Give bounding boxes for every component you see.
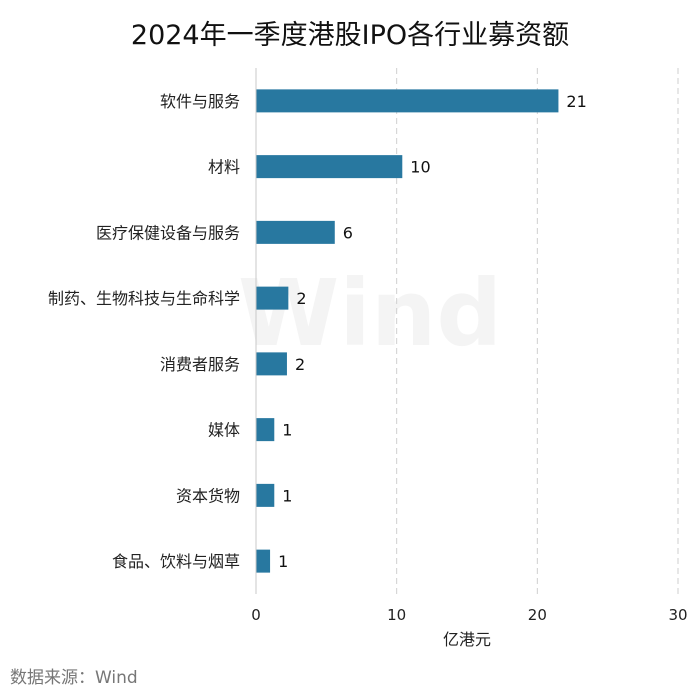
bar xyxy=(256,286,289,310)
bar xyxy=(256,352,287,376)
x-tick-label: 10 xyxy=(387,606,406,624)
data-label: 1 xyxy=(278,552,288,571)
bar xyxy=(256,549,271,573)
watermark: Wind xyxy=(238,260,502,367)
data-label: 1 xyxy=(282,421,292,440)
data-label: 1 xyxy=(282,486,292,505)
bar xyxy=(256,483,275,507)
bar xyxy=(256,155,403,179)
category-label: 消费者服务 xyxy=(160,355,240,374)
x-axis-label: 亿港元 xyxy=(443,630,491,649)
source-note: 数据来源：Wind xyxy=(10,668,138,688)
category-label: 软件与服务 xyxy=(160,92,240,111)
category-label: 制药、生物科技与生命科学 xyxy=(48,289,240,308)
bar xyxy=(256,89,559,113)
category-label: 媒体 xyxy=(208,421,240,440)
chart-title: 2024年一季度港股IPO各行业募资额 xyxy=(131,20,569,51)
category-label: 医疗保健设备与服务 xyxy=(96,223,240,242)
data-label: 10 xyxy=(410,158,430,177)
category-labels: 软件与服务材料医疗保健设备与服务制药、生物科技与生命科学消费者服务媒体资本货物食… xyxy=(48,92,240,571)
data-label: 6 xyxy=(343,223,353,242)
x-tick-label: 0 xyxy=(251,606,261,624)
x-tick-label: 20 xyxy=(528,606,547,624)
bar xyxy=(256,418,275,442)
data-label: 2 xyxy=(296,289,306,308)
gridlines xyxy=(396,68,679,594)
category-label: 材料 xyxy=(208,158,240,177)
data-label: 21 xyxy=(566,92,586,111)
bars xyxy=(256,89,559,573)
bar xyxy=(256,220,335,244)
x-tick-label: 30 xyxy=(668,606,687,624)
x-tick-labels: 0 10 20 30 xyxy=(251,606,687,624)
category-label: 资本货物 xyxy=(176,486,240,505)
category-label: 食品、饮料与烟草 xyxy=(112,552,240,571)
data-label: 2 xyxy=(295,355,305,374)
